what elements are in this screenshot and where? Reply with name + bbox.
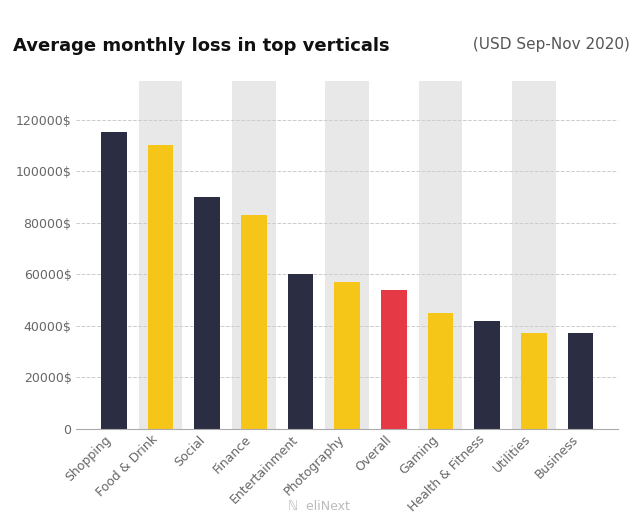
Bar [326,81,369,429]
Bar [194,197,220,429]
Bar [334,282,360,429]
Bar [148,145,173,429]
Bar [381,290,406,429]
Text: (USD Sep-Nov 2020): (USD Sep-Nov 2020) [468,37,630,52]
Bar [512,81,555,429]
Bar [139,81,182,429]
Bar [475,321,500,429]
Bar [427,313,454,429]
Bar [232,81,276,429]
Bar [288,274,313,429]
Bar [419,81,462,429]
Text: ℕ  eliNext: ℕ eliNext [287,499,350,513]
Bar [101,132,127,429]
Bar [521,334,547,429]
Text: Average monthly loss in top verticals: Average monthly loss in top verticals [13,37,389,54]
Bar [241,215,267,429]
Bar [568,334,593,429]
